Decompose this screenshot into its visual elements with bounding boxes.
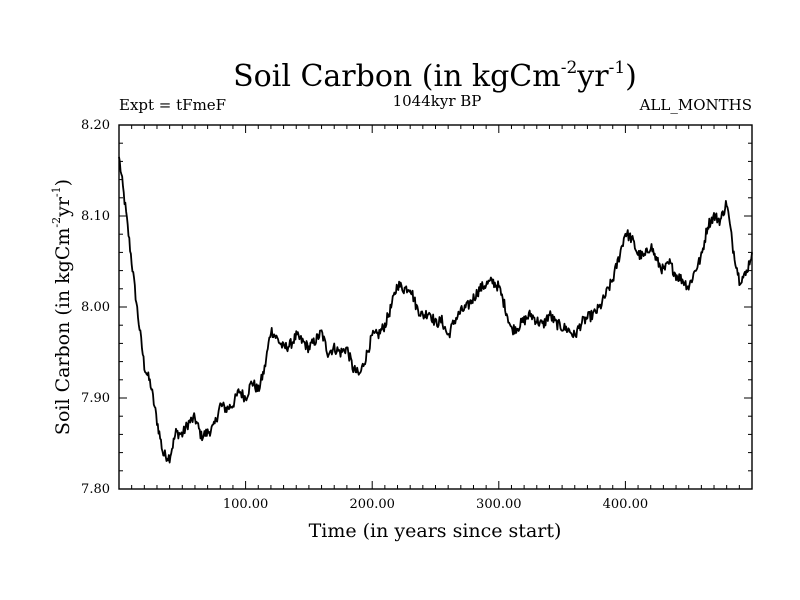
y-axis-tick-labels: 7.80 7.90 8.00 8.10 8.20 bbox=[81, 118, 110, 497]
period-label: 1044kyr BP bbox=[393, 92, 482, 110]
x-tick-label: 100.00 bbox=[223, 497, 269, 512]
x-tick-label: 300.00 bbox=[476, 497, 522, 512]
x-axis-tick-labels: 100.00 200.00 300.00 400.00 bbox=[223, 497, 648, 512]
months-label: ALL_MONTHS bbox=[639, 96, 752, 114]
y-tick-label: 8.10 bbox=[81, 209, 110, 224]
x-tick-label: 200.00 bbox=[349, 497, 395, 512]
soil-carbon-series-line bbox=[118, 156, 753, 464]
y-tick-label: 7.90 bbox=[81, 391, 110, 406]
y-tick-label: 8.20 bbox=[81, 118, 110, 133]
plot-frame bbox=[118, 124, 753, 490]
y-tick-label: 8.00 bbox=[81, 300, 110, 315]
y-axis-title: Soil Carbon (in kgCm-2yr-1) bbox=[50, 179, 74, 435]
x-axis-title: Time (in years since start) bbox=[309, 520, 562, 542]
chart-title: Soil Carbon (in kgCm-2yr-1) bbox=[233, 58, 637, 94]
experiment-label: Expt = tFmeF bbox=[119, 96, 226, 114]
y-tick-label: 7.80 bbox=[81, 482, 110, 497]
x-tick-label: 400.00 bbox=[603, 497, 649, 512]
